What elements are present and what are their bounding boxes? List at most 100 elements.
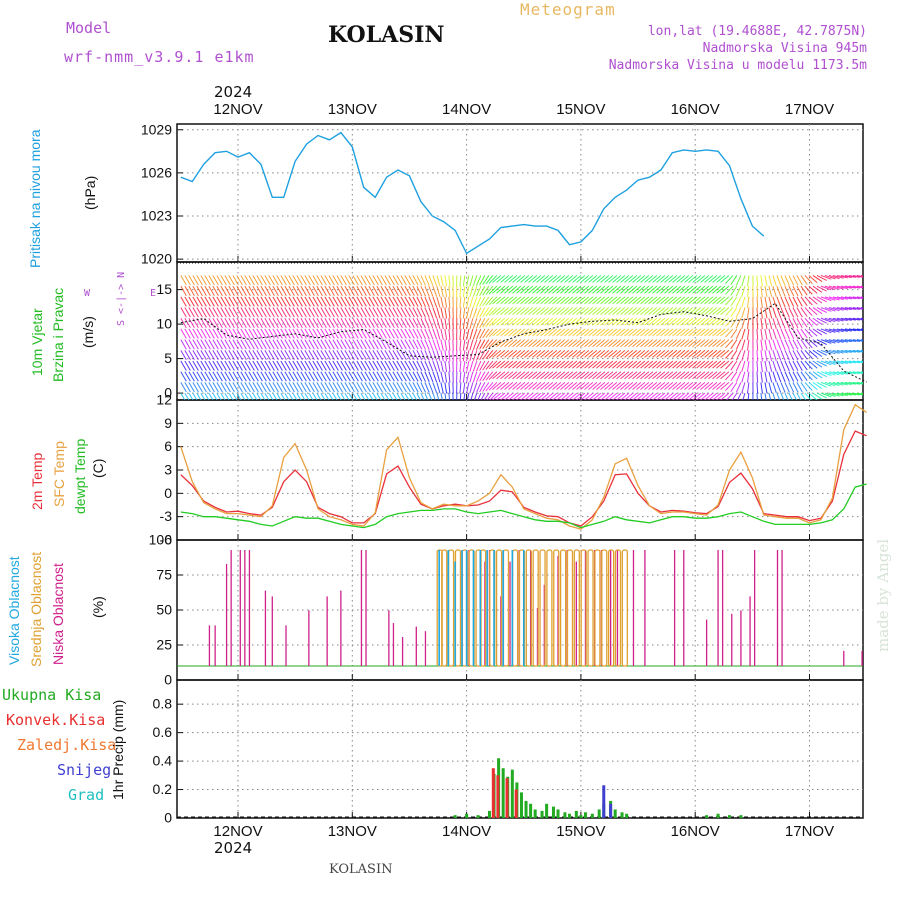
wind-barb	[824, 360, 836, 365]
wind-barb	[324, 296, 331, 307]
wind-barb	[588, 349, 598, 358]
wind-barb	[248, 339, 255, 350]
wind-barb	[608, 382, 618, 390]
wind-barb	[312, 371, 319, 382]
wind-barb	[700, 307, 710, 315]
wind-barb	[188, 371, 195, 382]
wind-barb	[448, 371, 451, 383]
wind-barb	[332, 275, 339, 286]
wind-barb	[680, 339, 690, 348]
wind-barb	[796, 339, 803, 350]
wind-barb	[344, 328, 351, 339]
wind-barb	[336, 317, 343, 329]
wind-barb	[412, 350, 419, 361]
wind-barb	[348, 275, 355, 286]
wind-barb	[600, 328, 610, 337]
wind-barb	[428, 307, 434, 318]
wind-barb	[804, 360, 813, 370]
total-rain-bar	[563, 812, 567, 818]
wind-barb	[576, 285, 586, 294]
wind-barb	[592, 296, 602, 305]
wind-barb	[332, 392, 338, 400]
wind-barb	[236, 328, 243, 339]
wind-barb	[232, 392, 238, 400]
wind-barb	[660, 349, 670, 358]
wind-barb	[656, 328, 666, 337]
wind-barb	[320, 350, 327, 361]
wind-barb	[824, 317, 836, 323]
wind-barb	[584, 307, 594, 315]
wind-barb	[348, 339, 355, 350]
wind-barb	[284, 382, 291, 393]
wind-barb	[376, 392, 382, 400]
wind-barb	[392, 371, 399, 382]
wind-barb	[469, 339, 474, 351]
wind-barb	[504, 392, 514, 400]
wind-barb	[479, 307, 486, 318]
wind-barb	[436, 371, 441, 383]
wind-barb	[220, 275, 227, 286]
wind-barb	[224, 382, 231, 393]
wind-barb	[240, 285, 247, 296]
wind-barb	[556, 328, 566, 337]
wind-barb	[400, 275, 407, 286]
wind-barb	[472, 285, 478, 297]
wind-barb	[708, 275, 718, 283]
wind-barb	[536, 328, 546, 337]
wind-barb	[236, 296, 243, 307]
wind-barb	[572, 275, 582, 283]
wind-barb	[228, 296, 235, 307]
temperature-ytick-label: 12	[156, 392, 172, 408]
wind-barb	[704, 296, 714, 305]
wind-barb	[764, 296, 768, 308]
wind-barb	[476, 360, 482, 372]
wind-barb	[312, 360, 319, 371]
wind-barb	[596, 275, 606, 283]
wind-barb	[408, 392, 414, 400]
wind-barb	[466, 318, 470, 330]
wind-barb	[336, 382, 343, 393]
wind-barb	[836, 307, 848, 311]
wind-barb	[404, 307, 411, 318]
wind-barb	[496, 360, 506, 369]
wind-barb	[324, 317, 331, 329]
wind-barb	[482, 371, 490, 382]
wind-barb	[632, 317, 642, 326]
wind-barb	[735, 296, 742, 308]
wind-barb	[620, 317, 630, 326]
wind-barb	[820, 381, 832, 387]
wind-barb	[720, 328, 730, 337]
wind-barb	[376, 350, 383, 361]
wind-barb	[396, 307, 403, 318]
wind-barb	[288, 339, 295, 350]
wind-barb	[852, 317, 863, 321]
wind-barb	[664, 392, 674, 400]
wind-barb	[540, 328, 550, 337]
wind-barb	[532, 307, 542, 315]
wind-barb	[356, 285, 363, 296]
wind-barb	[200, 339, 207, 350]
wind-barb	[324, 275, 331, 286]
wind-barb	[316, 360, 323, 371]
wind-barb	[252, 285, 259, 296]
wind-barb	[316, 339, 323, 350]
wind-barb	[500, 349, 510, 358]
wind-barb	[485, 382, 494, 392]
wind-barb	[220, 328, 227, 339]
wind-barb	[356, 275, 363, 286]
wind-barb	[696, 339, 706, 348]
wind-barb	[500, 371, 510, 380]
wind-barb	[208, 328, 215, 339]
wind-barb	[416, 350, 423, 361]
wind-barb	[652, 275, 662, 283]
wind-barb	[220, 382, 227, 393]
wind-barb	[532, 339, 542, 348]
wind-barb	[592, 328, 602, 337]
wind-barb	[380, 371, 387, 382]
wind-barb	[784, 328, 790, 340]
wind-barb	[668, 307, 678, 315]
wind-barb	[264, 307, 271, 318]
wind-barb	[604, 360, 614, 369]
wind-barb	[820, 317, 832, 323]
wind-barb	[412, 296, 419, 307]
